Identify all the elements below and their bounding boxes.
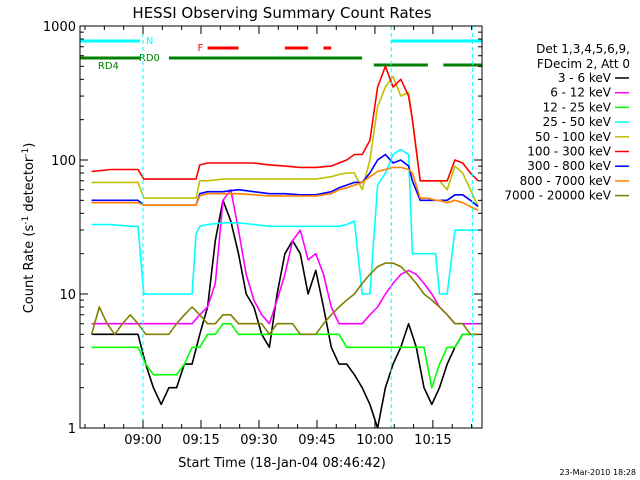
flag-label-rd4: RD4 — [98, 61, 119, 72]
flag-label-n: N — [146, 36, 153, 47]
y-axis-label-sup2: -1 — [21, 148, 31, 157]
y-tick-label-1: 10 — [59, 288, 76, 303]
y-axis-label-close: ) — [22, 143, 37, 148]
x-tick-label-0: 09:00 — [124, 433, 161, 448]
legend-label-1: 6 - 12 keV — [550, 86, 612, 100]
series-line-7 — [91, 166, 479, 212]
y-axis-label-sup: -1 — [21, 216, 31, 225]
y-tick-label-2: 100 — [51, 154, 76, 169]
series-line-8 — [90, 262, 479, 336]
flag-label-rd0: RD0 — [139, 53, 160, 64]
x-tick-label-1: 09:15 — [182, 433, 219, 448]
y-axis-label-text: Count Rate (s — [22, 225, 37, 314]
x-tick-label-5: 10:15 — [414, 433, 451, 448]
y-axis-label-detector: detector — [22, 156, 37, 216]
legend-header-1: Det 1,3,4,5,6,9, — [536, 42, 630, 56]
timestamp: 23-Mar-2010 18:28 — [560, 468, 637, 477]
legend-label-4: 50 - 100 keV — [535, 130, 612, 144]
y-tick-label-3: 1000 — [43, 20, 76, 35]
legend-label-7: 800 - 7000 keV — [520, 174, 612, 188]
chart-title: HESSI Observing Summary Count Rates — [132, 4, 431, 22]
series-line-1 — [91, 188, 479, 325]
x-axis-label: Start Time (18-Jan-04 08:46:42) — [178, 456, 386, 471]
x-tick-label-2: 09:30 — [240, 433, 277, 448]
series-line-0 — [91, 199, 479, 428]
flags-layer: N F RD0 RD4 — [80, 36, 482, 72]
legend-label-5: 100 - 300 keV — [527, 145, 611, 159]
legend-header-2: FDecim 2, Att 0 — [537, 57, 630, 71]
series-line-3 — [91, 148, 479, 295]
vlines-layer — [142, 26, 473, 428]
flag-label-f: F — [198, 43, 204, 54]
series-line-5 — [91, 65, 479, 182]
legend-label-3: 25 - 50 keV — [543, 115, 612, 129]
legend-label-0: 3 - 6 keV — [558, 71, 612, 85]
y-tick-label-0: 1 — [68, 422, 76, 437]
legend-label-2: 12 - 25 keV — [543, 100, 612, 114]
x-tick-label-4: 10:00 — [356, 433, 393, 448]
ticks-layer: 09:00 09:15 09:30 09:45 10:00 10:15 1 10 100 1000 — [43, 20, 482, 448]
plot-frame — [79, 25, 483, 429]
series-layer — [90, 65, 479, 428]
legend: Det 1,3,4,5,6,9, FDecim 2, Att 0 3 - 6 k… — [504, 42, 630, 203]
y-axis-label: Count Rate (s-1 detector-1) — [21, 143, 37, 314]
series-line-2 — [91, 322, 479, 389]
legend-label-8: 7000 - 20000 keV — [504, 189, 611, 203]
x-tick-label-3: 09:45 — [298, 433, 335, 448]
legend-label-6: 300 - 800 keV — [527, 159, 611, 173]
series-line-4 — [91, 75, 479, 207]
